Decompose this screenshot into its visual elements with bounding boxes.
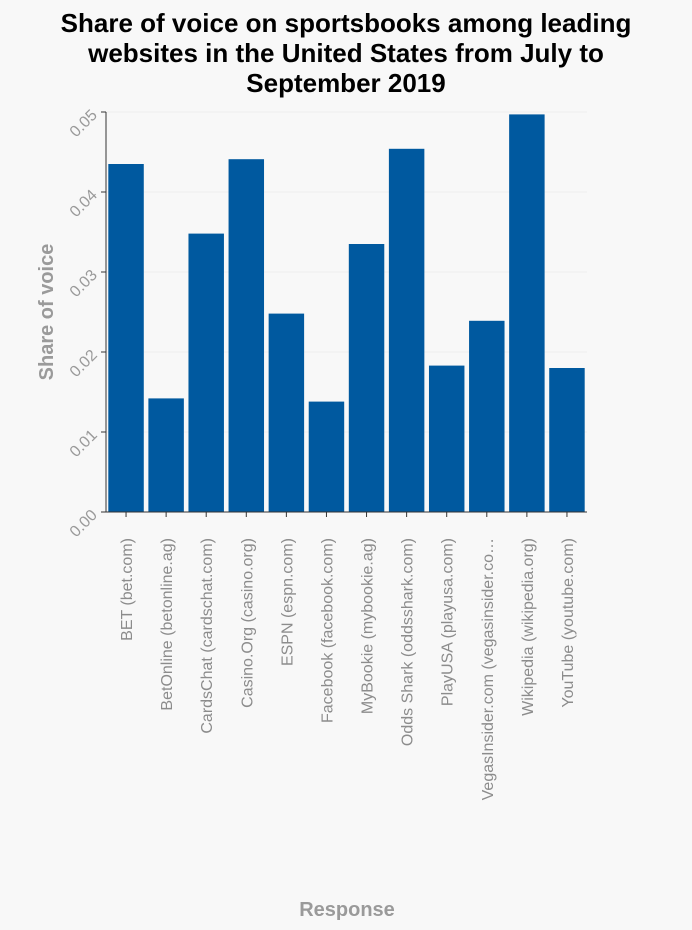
bar-2 bbox=[148, 398, 184, 512]
bar-6 bbox=[308, 401, 345, 512]
x-tick-label: Casino.Org (casino.org) bbox=[239, 538, 256, 708]
x-tick-label: BetOnline (betonline.ag) bbox=[159, 538, 176, 711]
y-tick-label: 0.03 bbox=[67, 267, 101, 301]
x-tick-label: MyBookie (mybookie.ag) bbox=[360, 538, 377, 714]
y-axis-ticks: 0.00 0.01 0.02 0.03 0.04 0.05 bbox=[67, 107, 106, 541]
bar-5 bbox=[268, 313, 305, 512]
bar-9 bbox=[428, 365, 465, 512]
y-tick-label: 0.02 bbox=[67, 347, 101, 381]
y-tick-label: 0.04 bbox=[67, 187, 101, 221]
bar-7 bbox=[348, 244, 385, 512]
x-tick-label: Wikipedia (wikipedia.org) bbox=[520, 538, 537, 716]
x-tick-label: VegasInsider.com (vegasinsider.co… bbox=[480, 538, 497, 800]
x-tick-label: YouTube (youtube.com) bbox=[560, 538, 577, 708]
y-tick-label: 0.05 bbox=[67, 107, 101, 141]
chart-title-line-1: Share of voice on sportsbooks among lead… bbox=[61, 8, 632, 38]
y-axis-title: Share of voice bbox=[36, 244, 58, 381]
bars bbox=[108, 114, 585, 513]
x-tick-label: Facebook (facebook.com) bbox=[319, 538, 336, 723]
x-axis-title: Response bbox=[299, 899, 395, 921]
y-tick-label: 0.00 bbox=[67, 507, 101, 541]
bar-11 bbox=[509, 114, 545, 513]
chart-title-line-3: September 2019 bbox=[246, 68, 445, 98]
bar-4 bbox=[228, 159, 265, 512]
chart-title-line-2: websites in the United States from July … bbox=[87, 38, 604, 68]
chart-title: Share of voice on sportsbooks among lead… bbox=[61, 8, 632, 98]
x-tick-label: BET (bet.com) bbox=[119, 538, 136, 641]
x-tick-label: PlayUSA (playusa.com) bbox=[440, 538, 457, 706]
x-tick-label: ESPN (espn.com) bbox=[279, 538, 296, 666]
y-tick-label: 0.01 bbox=[67, 427, 101, 461]
bar-12 bbox=[549, 368, 585, 512]
bar-3 bbox=[188, 233, 224, 512]
bar-1 bbox=[108, 164, 144, 512]
x-tick-label: Odds Shark (oddsshark.com) bbox=[400, 538, 417, 746]
grid-lines bbox=[106, 111, 587, 433]
axes bbox=[105, 112, 587, 513]
bar-10 bbox=[469, 320, 505, 512]
bar-8 bbox=[388, 148, 425, 513]
x-tick-label: CardsChat (cardschat.com) bbox=[199, 538, 216, 734]
x-axis-ticks: BET (bet.com) BetOnline (betonline.ag) Car… bbox=[119, 512, 577, 800]
